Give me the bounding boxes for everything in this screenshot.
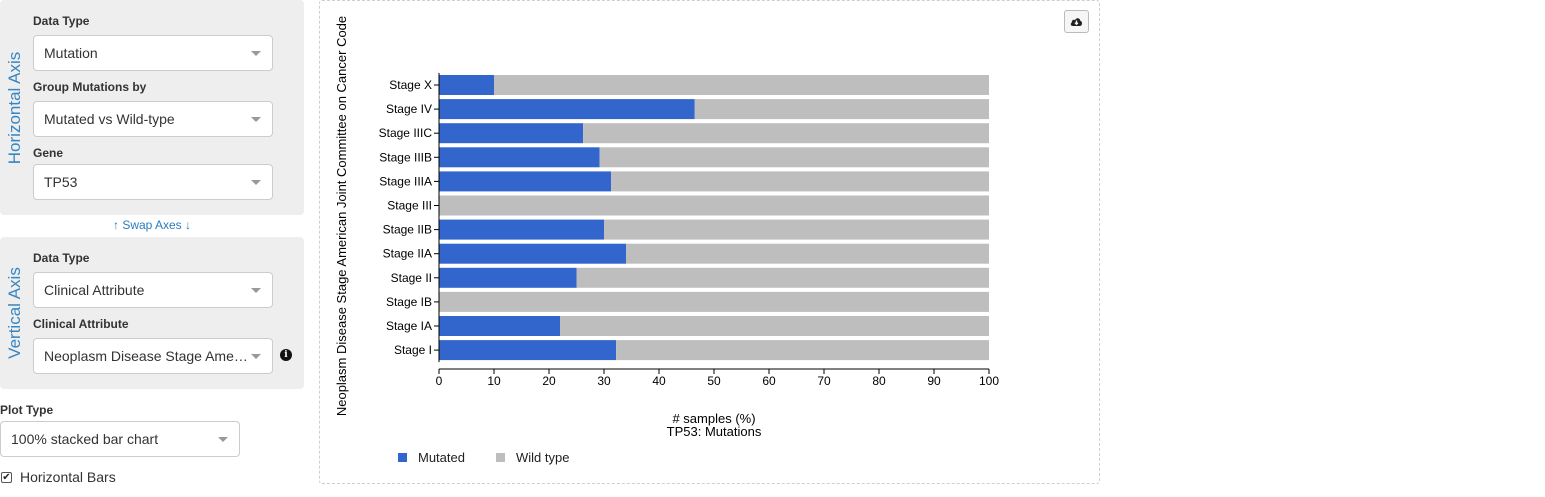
swap-axes-label: Swap Axes — [122, 218, 182, 232]
data-type-label: Data Type — [33, 251, 90, 265]
arrow-down-icon: ↓ — [185, 218, 192, 232]
x-tick-label: 30 — [597, 374, 611, 388]
bar-wild-type[interactable] — [576, 267, 990, 288]
bar-mutated[interactable] — [439, 340, 617, 361]
x-tick-label: 100 — [979, 374, 999, 388]
bar-wild-type[interactable] — [494, 75, 989, 95]
swap-axes-button[interactable]: ↑ Swap Axes ↓ — [0, 218, 304, 232]
x-tick-label: 90 — [927, 374, 941, 388]
y-tick-label: Stage IA — [386, 319, 432, 333]
x-tick-label: 50 — [707, 374, 721, 388]
bar-mutated[interactable] — [439, 99, 695, 120]
bar-wild-type[interactable] — [439, 291, 989, 312]
gene-select[interactable]: TP53 — [33, 164, 273, 200]
chevron-down-icon — [251, 51, 261, 56]
y-tick-label: Stage IV — [386, 102, 432, 116]
legend-label-mutated: Mutated — [418, 450, 465, 465]
y-tick-label: Stage X — [389, 78, 432, 92]
cloud-download-icon — [1070, 18, 1083, 26]
horizontal-axis-panel: Horizontal Axis Data Type Mutation Group… — [0, 0, 304, 215]
x-axis-title: # samples (%) — [672, 411, 755, 426]
x-axis-subtitle: TP53: Mutations — [667, 424, 762, 439]
legend-swatch-mutated — [398, 453, 407, 462]
y-tick-label: Stage IIIA — [379, 174, 432, 188]
clinical-attribute-label: Clinical Attribute — [33, 317, 129, 331]
download-chart-button[interactable] — [1064, 10, 1089, 33]
plot-type-select[interactable]: 100% stacked bar chart — [0, 421, 240, 457]
bar-wild-type[interactable] — [583, 123, 989, 144]
bar-wild-type[interactable] — [611, 171, 989, 192]
y-tick-label: Stage III — [387, 199, 432, 213]
x-tick-label: 60 — [762, 374, 776, 388]
horizontal-bars-checkbox[interactable]: ✔ — [1, 472, 12, 483]
vertical-axis-panel: Vertical Axis Data Type Clinical Attribu… — [0, 237, 304, 389]
y-tick-label: Stage IIIC — [379, 126, 433, 140]
x-tick-label: 70 — [817, 374, 831, 388]
gene-label: Gene — [33, 146, 64, 160]
horizontal-data-type-select[interactable]: Mutation — [33, 35, 273, 71]
y-tick-label: Stage IIB — [383, 223, 432, 237]
bar-mutated[interactable] — [439, 147, 600, 168]
bar-mutated[interactable] — [439, 267, 577, 288]
bar-wild-type[interactable] — [616, 340, 989, 361]
group-mutations-select[interactable]: Mutated vs Wild-type — [33, 101, 273, 137]
x-tick-label: 0 — [436, 374, 443, 388]
legend-label-wild-type: Wild type — [516, 450, 569, 465]
x-tick-label: 20 — [542, 374, 556, 388]
data-type-label: Data Type — [33, 14, 90, 28]
plot-type-label: Plot Type — [0, 403, 54, 417]
bar-wild-type[interactable] — [604, 219, 989, 240]
y-tick-label: Stage IIA — [383, 247, 432, 261]
y-tick-label: Stage IIIB — [379, 150, 432, 164]
bar-wild-type[interactable] — [599, 147, 989, 168]
vertical-data-type-select[interactable]: Clinical Attribute — [33, 272, 273, 308]
bar-wild-type[interactable] — [694, 99, 989, 120]
chevron-down-icon — [251, 288, 261, 293]
horizontal-bars-label: Horizontal Bars — [20, 469, 116, 485]
x-tick-label: 80 — [872, 374, 886, 388]
bar-mutated[interactable] — [439, 243, 626, 264]
x-tick-label: 10 — [487, 374, 501, 388]
bar-mutated[interactable] — [439, 316, 560, 336]
info-icon[interactable]: i — [280, 349, 292, 361]
group-mutations-label: Group Mutations by — [33, 80, 147, 94]
bar-mutated[interactable] — [439, 171, 612, 192]
arrow-up-icon: ↑ — [112, 218, 119, 232]
bar-wild-type[interactable] — [560, 316, 989, 336]
y-axis-title: Neoplasm Disease Stage American Joint Co… — [334, 16, 349, 416]
y-tick-label: Stage II — [391, 271, 432, 285]
bar-mutated[interactable] — [439, 219, 604, 240]
clinical-attribute-select[interactable]: Neoplasm Disease Stage American Joint Co… — [33, 338, 273, 374]
chevron-down-icon — [251, 180, 261, 185]
bar-wild-type[interactable] — [626, 243, 989, 264]
bar-mutated[interactable] — [439, 75, 494, 95]
x-tick-label: 40 — [652, 374, 666, 388]
chevron-down-icon — [218, 437, 228, 442]
chevron-down-icon — [251, 354, 261, 359]
bar-mutated[interactable] — [439, 123, 584, 144]
bar-wild-type[interactable] — [439, 195, 989, 216]
chevron-down-icon — [251, 117, 261, 122]
chart-container — [319, 0, 1100, 484]
y-tick-label: Stage IB — [386, 295, 432, 309]
y-tick-label: Stage I — [394, 343, 432, 357]
legend-swatch-wild-type — [496, 453, 505, 462]
